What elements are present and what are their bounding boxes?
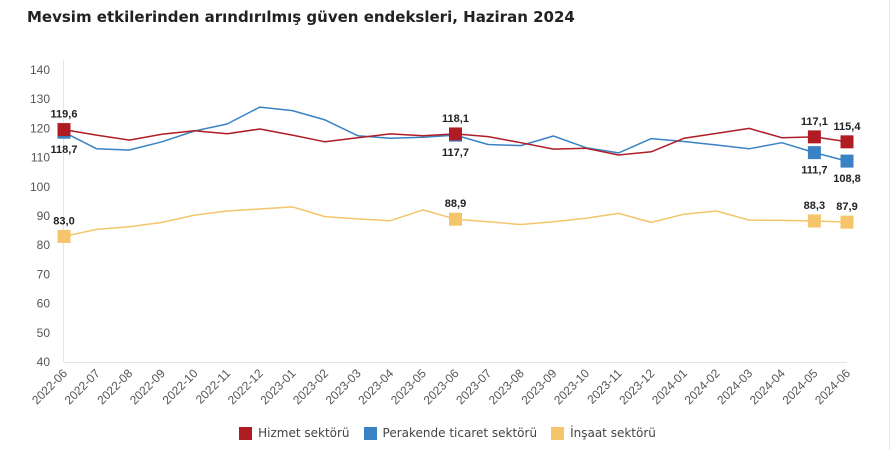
- y-tick-label: 70: [37, 267, 51, 281]
- data-labels: 83,0 88,9 88,3 87,9 118,7 117,7 111,7 108,8 119,…: [51, 109, 862, 228]
- data-label: 115,4: [834, 121, 862, 133]
- data-label: 117,1: [801, 116, 828, 128]
- y-tick-label: 130: [30, 92, 50, 106]
- legend-swatch-insaat: [551, 426, 565, 440]
- data-point-marker: [449, 127, 462, 141]
- data-label: 118,7: [51, 144, 78, 156]
- y-tick-label: 40: [37, 355, 51, 369]
- legend-item-perakende[interactable]: Perakende ticaret sektörü: [362, 426, 538, 440]
- legend-label-insaat: İnşaat sektörü: [570, 426, 656, 440]
- legend-label-hizmet: Hizmet sektörü: [258, 426, 350, 440]
- data-point-marker: [840, 215, 854, 229]
- data-point-marker: [449, 212, 462, 226]
- data-point-marker: [57, 123, 71, 137]
- legend-item-hizmet[interactable]: Hizmet sektörü: [237, 426, 350, 440]
- data-point-marker: [807, 214, 821, 228]
- data-label: 117,7: [442, 147, 469, 159]
- x-tick-label: 2023-10: [551, 366, 592, 407]
- data-label: 87,9: [836, 201, 857, 213]
- legend-swatch-hizmet: [239, 426, 253, 440]
- x-axis-ticks: 2022-062022-072022-082022-092022-102022-…: [29, 366, 853, 407]
- y-tick-label: 140: [30, 63, 50, 77]
- y-tick-label: 90: [37, 209, 51, 223]
- legend: Hizmet sektörü Perakende ticaret sektörü…: [0, 426, 893, 440]
- data-label: 108,8: [833, 173, 861, 185]
- series-markers: [57, 123, 854, 243]
- data-label: 88,9: [445, 198, 466, 210]
- data-point-marker: [840, 135, 854, 149]
- x-tick-label: 2022-10: [160, 366, 201, 407]
- y-tick-label: 110: [31, 151, 50, 165]
- y-tick-label: 50: [37, 326, 51, 340]
- data-label: 111,7: [801, 165, 827, 177]
- y-tick-label: 60: [37, 297, 51, 311]
- data-label: 83,0: [53, 215, 74, 227]
- data-point-marker: [807, 146, 821, 160]
- legend-label-perakende: Perakende ticaret sektörü: [382, 426, 538, 440]
- data-point-marker: [840, 154, 854, 168]
- chart-title: Mevsim etkilerinden arındırılmış güven e…: [27, 8, 575, 26]
- data-label: 88,3: [804, 200, 825, 212]
- data-point-marker: [807, 130, 821, 144]
- x-tick-label: 2024-06: [812, 366, 853, 407]
- y-axis-ticks: 40 50 60 70 80 90 100 110 120 130 140: [30, 63, 50, 369]
- data-label: 119,6: [51, 109, 78, 121]
- data-point-marker: [57, 229, 71, 243]
- legend-swatch-perakende: [363, 426, 377, 440]
- legend-item-insaat[interactable]: İnşaat sektörü: [549, 426, 656, 440]
- y-tick-label: 100: [30, 180, 50, 194]
- y-tick-label: 120: [30, 121, 50, 135]
- y-tick-label: 80: [37, 238, 51, 252]
- data-label: 118,1: [442, 113, 469, 125]
- axes: [63, 60, 847, 363]
